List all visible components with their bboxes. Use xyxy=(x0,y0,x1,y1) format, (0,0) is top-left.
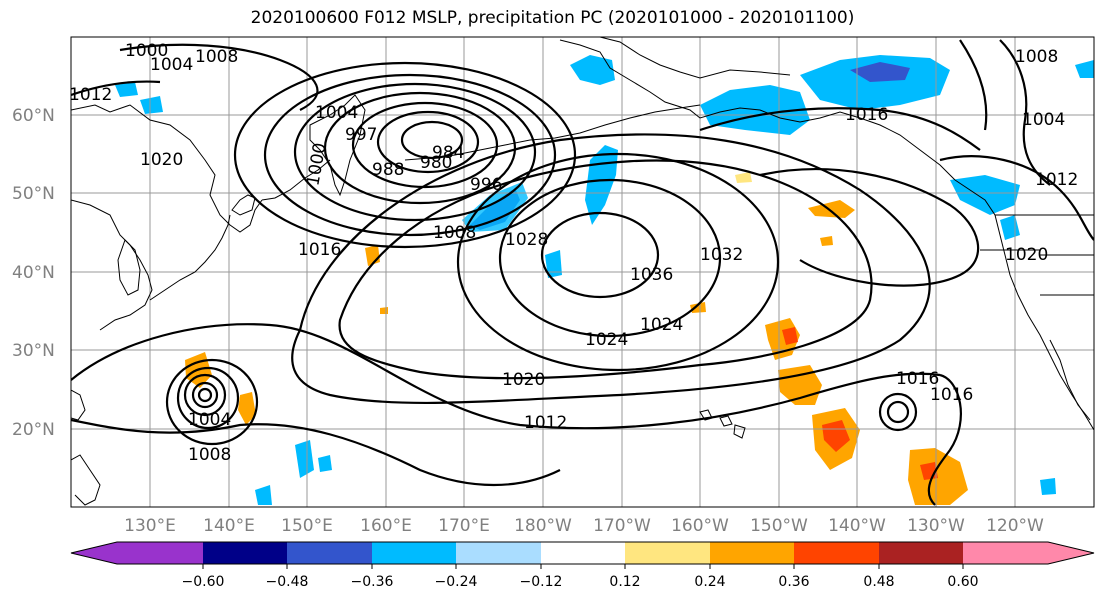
isobar-label: 1028 xyxy=(505,230,548,250)
longitude-labels: 130°E 140°E 150°E 160°E 170°E 180°W 170°… xyxy=(124,516,1044,536)
isobars xyxy=(71,39,1094,506)
lon-label: 150°W xyxy=(750,516,808,536)
isobar-label: 1020 xyxy=(502,370,545,390)
isobar-label: 1008 xyxy=(433,223,476,243)
colorbar-extend-min xyxy=(71,542,117,564)
isobar-label: 1012 xyxy=(524,413,567,433)
colorbar-tick-label: −0.48 xyxy=(266,574,309,590)
isobar-label: 1020 xyxy=(140,150,183,170)
isobar-label: 1004 xyxy=(315,103,358,123)
colorbar-segment xyxy=(625,542,710,564)
lat-label: 50°N xyxy=(12,184,55,204)
lon-label: 160°E xyxy=(360,516,412,536)
isobar-label: 1000 xyxy=(125,41,168,61)
colorbar-segment xyxy=(794,542,879,564)
isobar-label: 1016 xyxy=(930,385,973,405)
colorbar: −0.60 −0.48 −0.36 −0.24 −0.12 0.12 0.24 … xyxy=(70,541,1095,590)
isobar-label: 1008 xyxy=(188,445,231,465)
colorbar-segment xyxy=(456,542,541,564)
isobar-label: 1008 xyxy=(1015,47,1058,67)
isobar-label: 1004 xyxy=(188,410,231,430)
colorbar-tick-label: −0.24 xyxy=(435,574,478,590)
map-title: 2020100600 F012 MSLP, precipitation PC (… xyxy=(250,8,855,28)
lon-label: 170°W xyxy=(593,516,651,536)
isobar-label: 1020 xyxy=(1005,245,1048,265)
map-frame xyxy=(70,36,1095,508)
lon-label: 120°W xyxy=(986,516,1044,536)
colorbar-tick-label: 0.12 xyxy=(609,574,640,590)
colorbar-segment xyxy=(963,542,1048,564)
lon-label: 180°W xyxy=(514,516,572,536)
lat-label: 60°N xyxy=(12,106,55,126)
lon-label: 150°E xyxy=(281,516,333,536)
isobar-label: 1024 xyxy=(585,330,628,350)
colorbar-tick-label: 0.48 xyxy=(863,574,894,590)
isobar-label: 1016 xyxy=(896,369,939,389)
isobar-labels: 1000 1004 1008 1012 1004 1020 1000 997 9… xyxy=(69,41,1078,465)
colorbar-segment xyxy=(287,542,372,564)
colorbar-segment xyxy=(372,542,456,564)
colorbar-segment xyxy=(117,542,203,564)
latitude-labels: 60°N 50°N 40°N 30°N 20°N xyxy=(12,106,55,440)
colorbar-tick-label: −0.12 xyxy=(520,574,563,590)
lat-label: 40°N xyxy=(12,263,55,283)
colorbar-segment xyxy=(710,542,794,564)
isobar-label: 988 xyxy=(372,160,404,180)
coastlines xyxy=(71,37,1094,506)
isobar-label: 1016 xyxy=(298,240,341,260)
isobar-label: 997 xyxy=(345,125,377,145)
isobar-label: 1032 xyxy=(700,245,743,265)
lon-label: 130°W xyxy=(907,516,965,536)
isobar-label: 980 xyxy=(420,153,452,173)
map-area: 1000 1004 1008 1012 1004 1020 1000 997 9… xyxy=(69,37,1094,507)
isobar-label: 1012 xyxy=(1035,170,1078,190)
isobar-label: 1004 xyxy=(1022,110,1065,130)
colorbar-extend-max xyxy=(1048,542,1094,564)
isobar-label: 996 xyxy=(470,175,502,195)
colorbar-tick-label: −0.36 xyxy=(351,574,394,590)
isobar-label: 1008 xyxy=(195,47,238,67)
colorbar-segment xyxy=(879,542,963,564)
lon-label: 130°E xyxy=(124,516,176,536)
colorbar-segment xyxy=(203,542,287,564)
isobar-label: 984 xyxy=(432,143,464,163)
isobar-label: 1004 xyxy=(150,55,193,75)
colorbar-tick-label: 0.36 xyxy=(778,574,809,590)
lon-label: 140°W xyxy=(828,516,886,536)
isobar-label: 1012 xyxy=(69,85,112,105)
lat-label: 30°N xyxy=(12,341,55,361)
isobar-label: 1016 xyxy=(845,105,888,125)
colorbar-tick-label: 0.24 xyxy=(694,574,725,590)
colorbar-tick-label: −0.60 xyxy=(182,574,225,590)
lon-label: 140°E xyxy=(203,516,255,536)
lon-label: 160°W xyxy=(671,516,729,536)
lat-label: 20°N xyxy=(12,420,55,440)
colorbar-segment xyxy=(541,542,625,564)
isobar-label: 1024 xyxy=(640,315,683,335)
isobar-label: 1036 xyxy=(630,265,673,285)
colorbar-tick-label: 0.60 xyxy=(947,574,978,590)
lon-label: 170°E xyxy=(438,516,490,536)
